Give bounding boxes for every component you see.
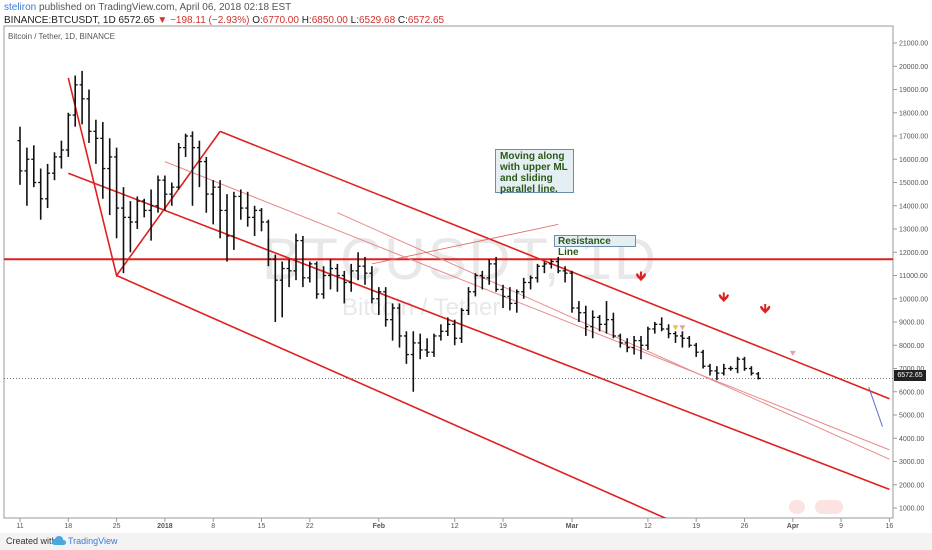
callout-line-3: and sliding xyxy=(500,173,553,184)
lower-median-line-line xyxy=(116,274,667,518)
current-price-tag: 6572.65 xyxy=(894,370,926,381)
events-badge[interactable] xyxy=(789,500,805,514)
x-tick-label: 12 xyxy=(644,523,652,530)
y-tick-label: 19000.00 xyxy=(899,87,928,94)
x-tick-label: Feb xyxy=(373,523,385,530)
ohlc-line: BINANCE:BTCUSDT, 1D 6572.65 ▼ −198.11 (−… xyxy=(4,15,444,26)
tradingview-link[interactable]: TradingView xyxy=(68,536,118,546)
x-tick-label: 16 xyxy=(886,523,894,530)
callout-line-4: parallel line. xyxy=(500,184,558,195)
callout-leader-line xyxy=(371,224,559,265)
price-change: −198.11 (−2.93%) xyxy=(170,15,250,26)
high-value: 6850.00 xyxy=(311,15,348,26)
dividends-badge[interactable] xyxy=(815,500,843,514)
y-tick-label: 13000.00 xyxy=(899,227,928,234)
x-tick-label: 19 xyxy=(499,523,507,530)
last-price: 6572.65 xyxy=(118,15,155,26)
sliding-parallel-line xyxy=(164,161,890,451)
x-tick-label: 25 xyxy=(113,523,121,530)
y-tick-label: 10000.00 xyxy=(899,296,928,303)
x-tick-label: 15 xyxy=(258,523,266,530)
x-tick-label: 11 xyxy=(16,523,23,530)
open-label: O: xyxy=(252,15,263,26)
y-tick-label: 3000.00 xyxy=(899,459,924,466)
y-tick-label: 20000.00 xyxy=(899,64,928,71)
resistance-label[interactable]: Resistance Line xyxy=(554,235,636,258)
y-tick-label: 16000.00 xyxy=(899,157,928,164)
upper-ml-callout[interactable]: Moving along with upper ML and sliding p… xyxy=(495,149,574,195)
x-tick-label: 8 xyxy=(211,523,215,530)
high-label: H: xyxy=(301,15,312,26)
triangle-down-icon xyxy=(789,350,796,356)
open-value: 6770.00 xyxy=(262,15,299,26)
pane-title: Bitcoin / Tether, 1D, BINANCE xyxy=(8,32,116,41)
y-tick-label: 21000.00 xyxy=(899,41,928,48)
x-tick-label: 9 xyxy=(839,523,843,530)
pitchfork-pivots-line xyxy=(67,77,221,278)
footer-bar: Created with TradingView xyxy=(0,533,932,550)
created-with-text: Created with xyxy=(6,536,57,546)
x-tick-label: 19 xyxy=(692,523,700,530)
watermark-name: Bitcoin / Tether xyxy=(342,294,501,321)
x-tick-label: 12 xyxy=(451,523,459,530)
y-tick-label: 2000.00 xyxy=(899,482,924,489)
publish-line: steliron published on TradingView.com, A… xyxy=(4,2,291,13)
plot-frame xyxy=(3,25,894,519)
x-tick-label: 2018 xyxy=(157,523,173,530)
y-tick-label: 11000.00 xyxy=(899,273,928,280)
triangle-down-icon xyxy=(672,325,679,331)
upper-median-line-line xyxy=(219,130,890,400)
x-tick-label: Apr xyxy=(787,523,799,530)
x-tick-label: 26 xyxy=(741,523,749,530)
y-tick-label: 4000.00 xyxy=(899,436,924,443)
x-tick-label: Mar xyxy=(566,523,579,530)
y-tick-label: 9000.00 xyxy=(899,320,924,327)
y-tick-label: 5000.00 xyxy=(899,413,924,420)
callout-line-1: Moving along xyxy=(500,151,565,162)
projection-line xyxy=(868,386,883,427)
x-tick-label: 22 xyxy=(306,523,314,530)
median-line-line xyxy=(68,172,890,491)
ohlc-bars xyxy=(17,70,761,392)
close-label: C: xyxy=(397,15,408,26)
y-tick-label: 7000.00 xyxy=(899,366,924,373)
symbol-label: BINANCE:BTCUSDT, 1D xyxy=(4,15,116,26)
signal-markers xyxy=(635,271,796,356)
y-tick-label: 15000.00 xyxy=(899,180,928,187)
y-tick-label: 18000.00 xyxy=(899,110,928,117)
y-tick-label: 8000.00 xyxy=(899,343,924,350)
axes: 1000.00 2000.00 3000.00 4000.00 5000.00 6000.… xyxy=(16,41,928,531)
author-link[interactable]: steliron xyxy=(4,2,37,13)
down-triangle-icon: ▼ xyxy=(157,15,168,26)
y-tick-label: 17000.00 xyxy=(899,134,928,141)
published-text: published on TradingView.com, April 06, … xyxy=(39,2,292,13)
triangle-down-icon xyxy=(679,325,686,331)
low-value: 6529.68 xyxy=(358,15,396,26)
y-tick-label: 12000.00 xyxy=(899,250,928,257)
low-label: L: xyxy=(350,15,359,26)
y-tick-label: 1000.00 xyxy=(899,506,924,513)
close-value: 6572.65 xyxy=(407,15,445,26)
drawing-layer xyxy=(4,77,893,518)
y-tick-label: 6000.00 xyxy=(899,389,924,396)
cloud-icon xyxy=(52,536,66,545)
y-tick-label: 14000.00 xyxy=(899,203,928,210)
callout-line-2: with upper ML xyxy=(500,162,568,173)
x-tick-label: 18 xyxy=(64,523,72,530)
